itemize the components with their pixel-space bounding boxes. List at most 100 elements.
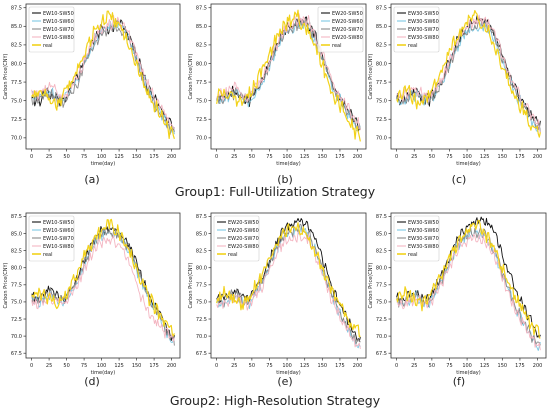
y-tick-label: 80.0: [11, 61, 22, 67]
legend-label: EW10-SW60: [43, 228, 74, 234]
y-tick-label: 77.5: [376, 80, 387, 86]
legend-label: real: [43, 252, 52, 258]
y-tick-label: 77.5: [376, 283, 387, 289]
x-axis-label: time(day): [91, 161, 115, 167]
x-tick-label: 75: [446, 363, 452, 369]
x-tick-label: 50: [249, 363, 255, 369]
series-line-real: [31, 10, 175, 140]
y-tick-label: 80.0: [196, 61, 207, 67]
y-axis-label: Carbon Price(CNY): [188, 53, 194, 99]
x-tick-label: 25: [411, 154, 417, 160]
series-line-sw70: [216, 223, 361, 345]
y-tick-label: 75.0: [11, 300, 22, 306]
y-axis-label: Carbon Price(CNY): [188, 262, 194, 308]
legend-label: EW20-SW70: [228, 236, 259, 242]
x-tick-label: 25: [231, 154, 237, 160]
y-tick-label: 72.5: [11, 317, 22, 323]
x-tick-label: 50: [249, 154, 255, 160]
x-tick-label: 125: [114, 363, 124, 369]
y-tick-label: 75.0: [376, 98, 387, 104]
series-lines: [396, 216, 541, 351]
y-tick-label: 82.5: [376, 248, 387, 254]
x-axis-label: time(day): [91, 370, 115, 376]
x-tick-label: 100: [282, 363, 292, 369]
y-tick-label: 80.0: [11, 266, 22, 272]
legend-label: real: [43, 43, 52, 49]
y-axis-label: Carbon Price(CNY): [368, 262, 374, 308]
legend-label: real: [228, 252, 237, 258]
x-tick-label: 50: [429, 154, 435, 160]
panel-caption: (c): [452, 173, 467, 186]
legend-label: EW10-SW50: [43, 11, 74, 17]
series-line-real: [396, 9, 541, 138]
series-line-sw80: [31, 14, 175, 130]
y-tick-label: 85.0: [376, 24, 387, 30]
x-tick-label: 75: [81, 154, 87, 160]
legend-label: EW30-SW80: [408, 244, 439, 250]
legend-label: EW10-SW80: [43, 244, 74, 250]
legend-label: real: [408, 43, 417, 49]
x-tick-label: 75: [266, 154, 272, 160]
y-tick-label: 75.0: [11, 98, 22, 104]
x-tick-label: 150: [498, 363, 508, 369]
legend-label: EW20-SW70: [332, 27, 363, 33]
legend-label: EW30-SW60: [408, 19, 439, 25]
legend: EW10-SW50 EW10-SW60 EW10-SW70 EW10-SW80 real: [28, 215, 75, 262]
y-tick-label: 85.0: [196, 24, 207, 30]
series-line-sw50: [216, 217, 361, 342]
y-tick-label: 87.5: [11, 6, 22, 12]
legend: EW20-SW50 EW20-SW60 EW20-SW70 EW20-SW80 real: [317, 6, 364, 53]
x-tick-label: 200: [167, 154, 177, 160]
plot-frame: [210, 3, 367, 150]
series-line-sw80: [216, 13, 361, 131]
legend-label: EW30-SW50: [408, 11, 439, 17]
chart-panel: 0 25 50 75 100 125 150 175 200 67.5 70.0 72.5 75.0 77…: [368, 212, 547, 388]
legend-label: EW30-SW80: [408, 35, 439, 41]
chart-panel: 0 25 50 75 100 125 150 175 200 70.0 72.5 75.0 77.5 80…: [188, 3, 367, 186]
y-tick-label: 87.5: [11, 214, 22, 220]
x-tick-label: 100: [97, 154, 107, 160]
y-tick-label: 87.5: [196, 214, 207, 220]
x-tick-label: 125: [480, 363, 490, 369]
legend-label: EW20-SW60: [228, 228, 259, 234]
x-axis-label: time(day): [276, 370, 300, 376]
y-tick-label: 85.0: [376, 231, 387, 237]
x-tick-label: 50: [63, 154, 69, 160]
legend-label: EW30-SW70: [408, 236, 439, 242]
panel-caption: (a): [84, 173, 99, 186]
y-tick-label: 80.0: [376, 266, 387, 272]
y-tick-label: 80.0: [196, 266, 207, 272]
y-tick-label: 82.5: [196, 43, 207, 49]
chart-panel: 0 25 50 75 100 125 150 175 200 70.0 72.5 75.0 77.5 80…: [368, 3, 547, 186]
group2-title: Group2: High-Resolution Strategy: [170, 393, 381, 408]
y-tick-label: 72.5: [11, 117, 22, 123]
x-tick-label: 75: [266, 363, 272, 369]
y-tick-label: 82.5: [11, 43, 22, 49]
y-tick-label: 82.5: [11, 248, 22, 254]
legend-label: EW30-SW60: [408, 228, 439, 234]
y-axis-label: Carbon Price(CNY): [3, 262, 9, 308]
x-tick-label: 200: [353, 154, 363, 160]
x-tick-label: 150: [132, 363, 142, 369]
x-tick-label: 50: [63, 363, 69, 369]
x-tick-label: 125: [114, 154, 124, 160]
x-tick-label: 125: [300, 363, 310, 369]
series-line-sw80: [396, 14, 541, 133]
y-axis-label: Carbon Price(CNY): [368, 53, 374, 99]
x-tick-label: 100: [462, 154, 472, 160]
y-tick-label: 67.5: [376, 351, 387, 357]
x-tick-label: 200: [167, 363, 177, 369]
y-tick-label: 77.5: [11, 283, 22, 289]
x-tick-label: 175: [335, 363, 345, 369]
x-tick-label: 125: [300, 154, 310, 160]
plot-frame: [210, 212, 367, 359]
plot-frame: [25, 212, 181, 359]
x-tick-label: 175: [149, 363, 159, 369]
legend: EW30-SW50 EW30-SW60 EW30-SW70 EW30-SW80 real: [393, 6, 440, 53]
series-line-sw80: [31, 235, 175, 343]
y-tick-label: 87.5: [376, 214, 387, 220]
y-tick-label: 82.5: [196, 248, 207, 254]
chart-panel: 0 25 50 75 100 125 150 175 200 67.5 70.0 72.5 75.0 77…: [188, 212, 367, 388]
x-tick-label: 75: [446, 154, 452, 160]
legend-label: EW10-SW70: [43, 236, 74, 242]
